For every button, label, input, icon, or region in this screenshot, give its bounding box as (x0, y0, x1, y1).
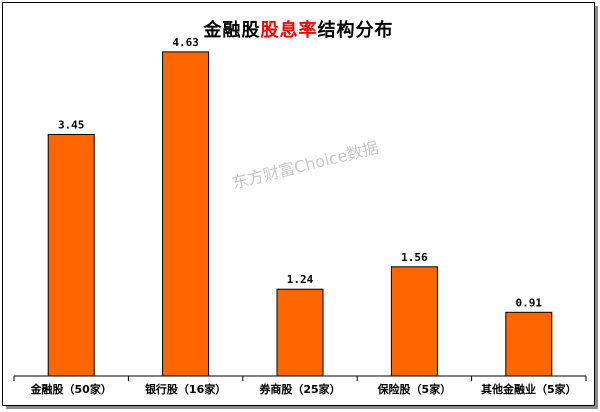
category-label: 银行股（16家） (145, 382, 226, 396)
bar (276, 288, 324, 377)
category-label: 券商股（25家） (258, 382, 340, 396)
chart-title: 金融股股息率结构分布 (0, 16, 597, 42)
title-part-3: 结构分布 (317, 20, 394, 41)
frame-shadow-right (594, 6, 598, 407)
frame-shadow-bottom (6, 405, 598, 409)
x-tick-group (13, 376, 587, 381)
value-label: 1.24 (287, 273, 314, 286)
bar (162, 51, 210, 377)
bar (390, 266, 438, 377)
category-label-group: 金融股（50家） 银行股（16家） 券商股（25家） 保险股（5家） 其他金融业（5家） (30, 382, 577, 396)
value-label: 0.91 (516, 296, 543, 309)
value-label-group: 3.45 4.63 1.24 1.56 0.91 (58, 36, 542, 309)
bar-group (47, 51, 553, 377)
value-label: 4.63 (172, 36, 199, 49)
category-label: 保险股（5家） (377, 382, 452, 396)
value-label: 3.45 (58, 119, 85, 132)
title-part-1: 金融股 (203, 20, 261, 41)
value-label: 1.56 (401, 251, 428, 264)
title-part-highlight: 股息率 (260, 20, 318, 41)
category-label: 其他金融业（5家） (481, 382, 577, 396)
bar (505, 311, 553, 377)
bar (47, 134, 95, 377)
category-label: 金融股（50家） (30, 382, 112, 396)
